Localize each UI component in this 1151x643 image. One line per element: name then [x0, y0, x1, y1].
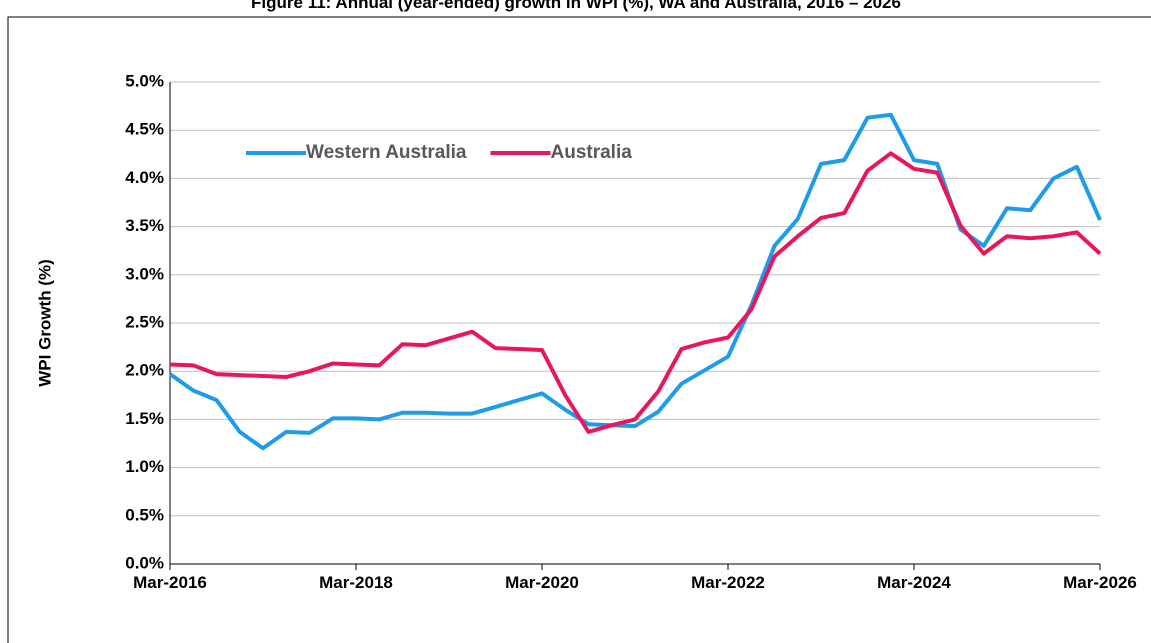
- x-tick-label: Mar-2018: [319, 573, 393, 592]
- series-line: [169, 151, 1102, 434]
- y-tick-label: 2.0%: [125, 361, 164, 380]
- series-line: [168, 112, 1102, 451]
- y-tick-label: 0.5%: [125, 505, 164, 524]
- y-tick-label: 3.0%: [125, 264, 164, 283]
- y-tick-label: 0.0%: [125, 553, 164, 572]
- x-tick-label: Mar-2016: [133, 573, 207, 592]
- chart-title: Figure 11: Annual (year-ended) growth in…: [251, 0, 901, 12]
- legend-label: Western Australia: [306, 142, 467, 163]
- y-tick-label: 1.5%: [125, 409, 164, 428]
- y-tick-label: 2.5%: [125, 312, 164, 331]
- x-tick-label: Mar-2026: [1063, 573, 1137, 592]
- chart-frame: [7, 16, 1151, 643]
- y-tick-label: 1.0%: [125, 457, 164, 476]
- x-tick-label: Mar-2020: [505, 573, 579, 592]
- x-tick-label: Mar-2024: [877, 573, 951, 592]
- y-tick-label: 4.0%: [125, 168, 164, 187]
- legend-label: Australia: [551, 142, 633, 163]
- x-tick-label: Mar-2022: [691, 573, 765, 592]
- y-tick-label: 3.5%: [125, 216, 164, 235]
- y-axis-label: WPI Growth (%): [35, 259, 54, 386]
- y-tick-label: 5.0%: [125, 71, 164, 90]
- y-tick-label: 4.5%: [125, 120, 164, 139]
